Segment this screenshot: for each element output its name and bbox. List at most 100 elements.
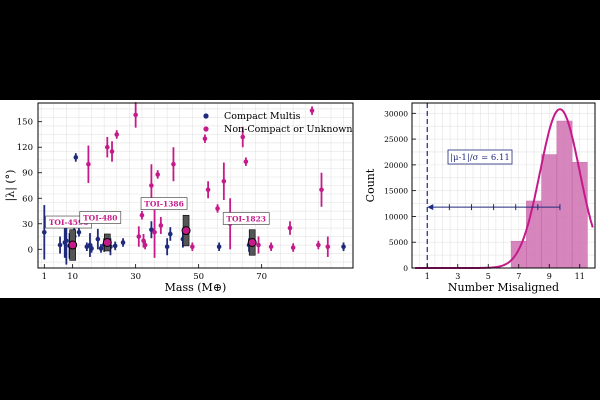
histogram-ticks: 1 3 5 7 9 11 0 5000 10000 15000 20000 25000 30000 <box>384 109 585 281</box>
compact-multi-point <box>89 246 94 251</box>
noncompact-point <box>240 134 246 140</box>
histogram-chart: |μ-1|/σ = 6.11 1 3 5 7 9 11 0 5000 10000 15000 200… <box>364 102 596 294</box>
noncompact-point <box>133 112 138 118</box>
histogram-y-axis-label: Count <box>364 168 377 202</box>
y-tick-label: 120 <box>17 143 33 153</box>
x-tick-label: 50 <box>193 272 204 282</box>
noncompact-point <box>316 242 321 248</box>
compact-multi-point <box>95 236 101 242</box>
scatter-frame <box>37 102 354 269</box>
scatter-legend: Compact Multis Non-Compact or Unknown <box>203 111 353 135</box>
compact-multi-point <box>149 227 154 233</box>
legend-label-noncompact: Non-Compact or Unknown <box>224 124 353 135</box>
highlight-label-box <box>222 212 270 225</box>
noncompact-point <box>205 187 211 193</box>
legend-marker-compact <box>203 113 209 119</box>
x-tick-label: 1 <box>42 272 47 282</box>
compact-multi-point <box>98 246 104 251</box>
noncompact-point <box>319 187 324 193</box>
histogram-bar <box>510 240 527 269</box>
x-tick-label: 9 <box>547 272 552 281</box>
x-tick-label: 3 <box>455 272 460 281</box>
x-tick-label: 30 <box>130 272 141 282</box>
noncompact-point <box>136 234 142 239</box>
highlight-label: TOI-1823 <box>226 214 266 223</box>
highlighted-point <box>68 240 78 250</box>
y-tick-label: 10000 <box>384 212 408 221</box>
noncompact-point <box>139 212 145 218</box>
noncompact-point <box>155 172 160 177</box>
compact-multi-point <box>164 244 170 250</box>
noncompact-point <box>243 159 249 164</box>
noncompact-point <box>268 244 274 250</box>
letterbox-bottom <box>0 298 600 400</box>
x-tick-label: 1 <box>425 272 430 281</box>
noncompact-point <box>325 244 331 250</box>
y-tick-label: 25000 <box>384 135 408 144</box>
noncompact-point <box>158 223 164 228</box>
x-tick-label: 10 <box>67 272 78 282</box>
noncompact-point <box>290 245 296 250</box>
noncompact-point <box>287 225 293 231</box>
histogram-bar <box>541 154 558 269</box>
compact-multi-point <box>168 231 173 237</box>
highlight-label: TOI-4596 <box>49 218 89 227</box>
compact-multi-point <box>76 229 82 235</box>
histogram-frame <box>411 102 596 269</box>
x-tick-label: 7 <box>516 272 521 281</box>
annotation-box <box>447 149 513 165</box>
noncompact-point <box>215 206 220 211</box>
legend-label-compact: Compact Multis <box>224 111 301 122</box>
highlighted-point <box>247 237 257 247</box>
scatter-x-axis-label: Mass (M⊕) <box>165 281 227 294</box>
arrow-head <box>427 204 434 211</box>
x-tick-label: 11 <box>575 272 585 281</box>
noncompact-point <box>202 136 208 142</box>
highlight-label: TOI-1386 <box>144 200 184 209</box>
highlight-label-box <box>140 197 188 210</box>
y-tick-label: 0 <box>28 245 33 255</box>
legend-marker-noncompact <box>203 126 209 132</box>
y-tick-label: 60 <box>22 194 33 204</box>
compact-multi-point <box>120 240 126 245</box>
noncompact-point <box>171 161 176 167</box>
noncompact-point <box>190 244 195 250</box>
histogram-x-axis-label: Number Misaligned <box>448 281 559 294</box>
noncompact-point <box>86 161 91 167</box>
letterbox-top <box>0 0 600 100</box>
y-tick-label: 150 <box>17 118 33 128</box>
histogram-bars <box>510 120 588 269</box>
noncompact-point <box>142 242 148 248</box>
histogram-bar <box>556 120 573 269</box>
compact-multi-point <box>57 242 63 248</box>
x-tick-label: 70 <box>256 272 267 282</box>
y-tick-label: 30 <box>22 220 33 230</box>
y-tick-label: 20000 <box>384 161 408 170</box>
scatter-y-axis-label: |λ| (°) <box>4 170 18 202</box>
histogram-bar <box>526 200 542 269</box>
scatter-ticks: 1 10 30 50 70 0 30 60 90 120 150 <box>17 118 267 282</box>
y-tick-label: 15000 <box>384 187 408 196</box>
separation-annotation: |μ-1|/σ = 6.11 <box>447 149 513 165</box>
y-tick-label: 5000 <box>389 238 408 247</box>
y-tick-label: 30000 <box>384 109 408 118</box>
noncompact-point <box>309 108 315 113</box>
y-tick-label: 90 <box>22 169 33 179</box>
separation-arrow <box>427 204 561 211</box>
compact-multi-point <box>112 243 118 249</box>
compact-multi-point <box>73 155 79 160</box>
noncompact-point <box>109 149 115 154</box>
compact-multi-point <box>64 238 69 244</box>
noncompact-point <box>149 183 154 188</box>
scatter-grid <box>38 103 353 268</box>
y-tick-label: 0 <box>403 264 408 273</box>
x-tick-label: 5 <box>486 272 491 281</box>
noncompact-point <box>152 229 157 235</box>
noncompact-point <box>105 144 110 150</box>
noncompact-point <box>221 178 227 184</box>
highlight-label-box <box>79 211 122 224</box>
annotation-text: |μ-1|/σ = 6.11 <box>450 153 510 163</box>
